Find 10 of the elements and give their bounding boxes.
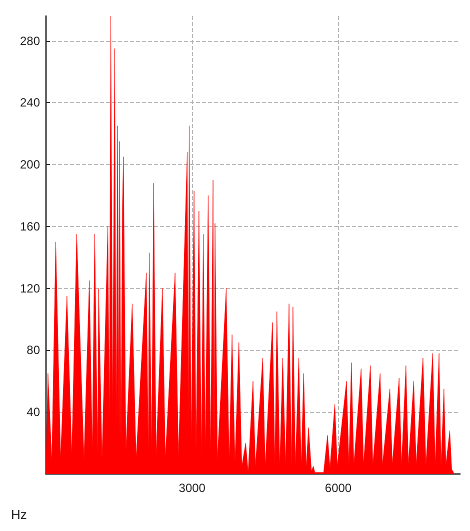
x-tick-label: 3000: [178, 481, 206, 495]
y-tick-label: 160: [20, 219, 40, 234]
y-tick-label: 240: [20, 96, 40, 110]
x-tick-label: 6000: [324, 481, 352, 495]
y-tick-label: 280: [20, 34, 40, 48]
y-tick-label: 40: [26, 405, 40, 420]
x-axis-title: Hz: [11, 507, 27, 522]
y-tick-label: 80: [26, 343, 40, 358]
y-tick-label: 120: [20, 281, 40, 296]
y-tick-label: 200: [20, 158, 40, 172]
